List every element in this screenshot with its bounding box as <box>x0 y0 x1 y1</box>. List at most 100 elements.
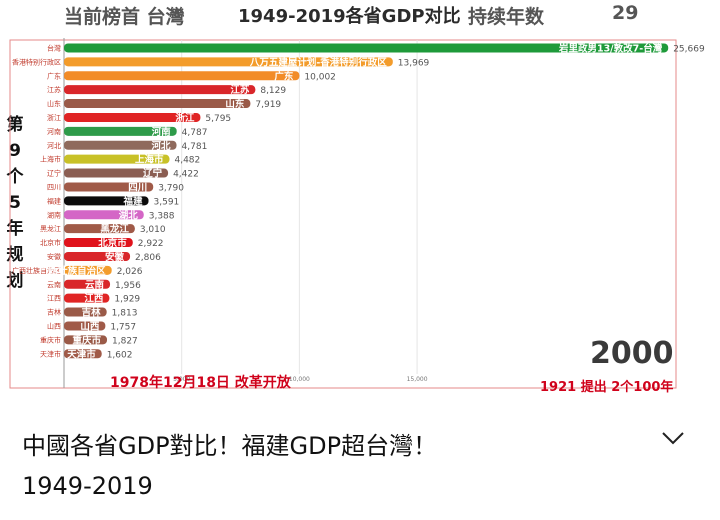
category-label: 江西 <box>47 295 61 303</box>
bar <box>64 71 300 81</box>
bar <box>64 349 102 359</box>
bar-inner-label: 湖北 <box>119 209 139 221</box>
category-label: 台灣 <box>47 43 61 52</box>
bar <box>64 182 154 192</box>
bar-inner-label: 山东 <box>225 98 245 110</box>
bar <box>64 265 112 275</box>
bar <box>64 85 256 95</box>
bar <box>64 112 201 122</box>
value-label: 2,806 <box>135 253 161 263</box>
bar-inner-label: 上海市 <box>135 154 164 166</box>
bar <box>64 140 177 150</box>
bar-inner-label: 黑龙江 <box>100 223 129 235</box>
bar-inner-label: 云南 <box>85 279 105 291</box>
category-label: 黑龙江 <box>40 224 61 233</box>
value-label: 4,482 <box>174 156 200 166</box>
category-label: 广西壮族自治区 <box>12 266 61 275</box>
value-label: 13,969 <box>398 58 430 68</box>
category-label: 广东 <box>47 71 61 80</box>
category-label: 河南 <box>47 127 61 136</box>
category-label: 上海市 <box>40 155 61 164</box>
bar <box>64 43 669 53</box>
video-caption: 中國各省GDP對比！福建GDP超台灣！ 1949-2019 <box>22 426 642 506</box>
category-label: 安徽 <box>47 252 61 261</box>
value-label: 3,790 <box>158 183 184 193</box>
bar <box>64 99 251 109</box>
bar <box>64 251 131 261</box>
plot-frame <box>9 39 677 389</box>
bar <box>64 154 170 164</box>
bar <box>64 168 169 178</box>
category-label: 江苏 <box>47 85 61 94</box>
bar <box>64 321 106 331</box>
bar <box>64 238 133 248</box>
value-label: 2,922 <box>138 239 164 249</box>
value-label: 3,388 <box>149 211 175 221</box>
category-label: 河北 <box>47 142 61 150</box>
chart-title: 1949-2019各省GDP对比 <box>238 6 461 27</box>
value-label: 1,956 <box>115 281 141 291</box>
bar <box>64 210 144 220</box>
bar-inner-label: 浙江 <box>175 112 195 124</box>
bar-inner-label: 广西壮族自治区 <box>39 265 106 277</box>
bar <box>64 293 110 303</box>
video-frame[interactable]: 当前榜首 台灣 1949-2019各省GDP对比 持续年数 29 第 9 个 5 年规划… <box>0 0 720 410</box>
bar-inner-label: 江西 <box>84 293 104 305</box>
bar <box>64 307 107 317</box>
value-label: 1,757 <box>110 322 136 332</box>
footer-left-annotation: 1978年12月18日 改革开放 <box>110 375 291 391</box>
current-leader-label: 当前榜首 台灣 <box>64 6 185 28</box>
category-label: 香港特别行政区 <box>12 57 61 66</box>
bar <box>64 57 393 67</box>
bar-inner-label: 河南 <box>152 126 172 138</box>
bar-inner-label: 福建 <box>123 195 144 207</box>
value-label: 1,602 <box>107 350 133 360</box>
category-label: 四川 <box>47 183 61 191</box>
category-label: 浙江 <box>47 113 61 122</box>
bar-inner-label: 山西 <box>80 320 100 332</box>
bar-chart: 5,000 10,000 15,000 台灣 岩里政男13/敦改7-台灣 25,669 香港… <box>9 38 705 389</box>
side-label-char: 个 <box>6 167 24 187</box>
bar-inner-label: 江苏 <box>230 84 250 96</box>
value-label: 4,781 <box>182 142 208 152</box>
value-label: 4,787 <box>182 128 208 138</box>
side-label-char: 5 <box>9 193 21 213</box>
caption-line-1: 中國各省GDP對比！福建GDP超台灣！ <box>22 432 438 460</box>
side-label-char: 规 <box>6 245 24 265</box>
side-label-char: 第 <box>6 115 24 135</box>
value-label: 1,929 <box>114 295 140 305</box>
bar-inner-label: 四川 <box>128 182 147 193</box>
category-label: 辽宁 <box>47 169 61 178</box>
category-label: 山东 <box>47 99 61 108</box>
category-label: 云南 <box>47 280 61 289</box>
value-label: 3,591 <box>154 197 180 207</box>
bar-inner-label: 吉林 <box>82 307 102 319</box>
bar-inner-label: 安徽 <box>105 251 125 263</box>
value-label: 10,002 <box>304 72 336 82</box>
category-label: 吉林 <box>47 308 61 317</box>
value-label: 7,919 <box>255 100 281 110</box>
bar-inner-label: 广东 <box>274 70 294 82</box>
bar-inner-label: 八万五建屋计划-香港特别行政区 <box>249 56 387 68</box>
duration-value: 29 <box>612 2 639 24</box>
category-label: 天津市 <box>40 349 61 358</box>
five-year-plan-label: 第 9 个 5 年规划 <box>2 112 28 294</box>
side-label-char: 划 <box>6 271 24 291</box>
side-label-char: 年 <box>6 219 24 239</box>
category-label: 北京市 <box>40 238 61 247</box>
value-label: 2,026 <box>117 267 143 277</box>
side-label-char: 9 <box>9 141 21 161</box>
category-label: 湖南 <box>47 210 61 219</box>
value-label: 1,827 <box>112 336 138 346</box>
category-label: 重庆市 <box>40 335 61 344</box>
x-tick-label: 15,000 <box>407 376 428 383</box>
bar <box>64 196 149 206</box>
category-label: 山西 <box>47 321 61 330</box>
bar <box>64 224 135 234</box>
caption-line-2: 1949-2019 <box>22 472 153 500</box>
chevron-down-icon[interactable] <box>660 428 686 448</box>
bar-inner-label: 重庆市 <box>72 334 101 346</box>
value-label: 4,422 <box>173 170 199 180</box>
bar-inner-label: 辽宁 <box>143 168 163 180</box>
bar <box>64 279 111 289</box>
